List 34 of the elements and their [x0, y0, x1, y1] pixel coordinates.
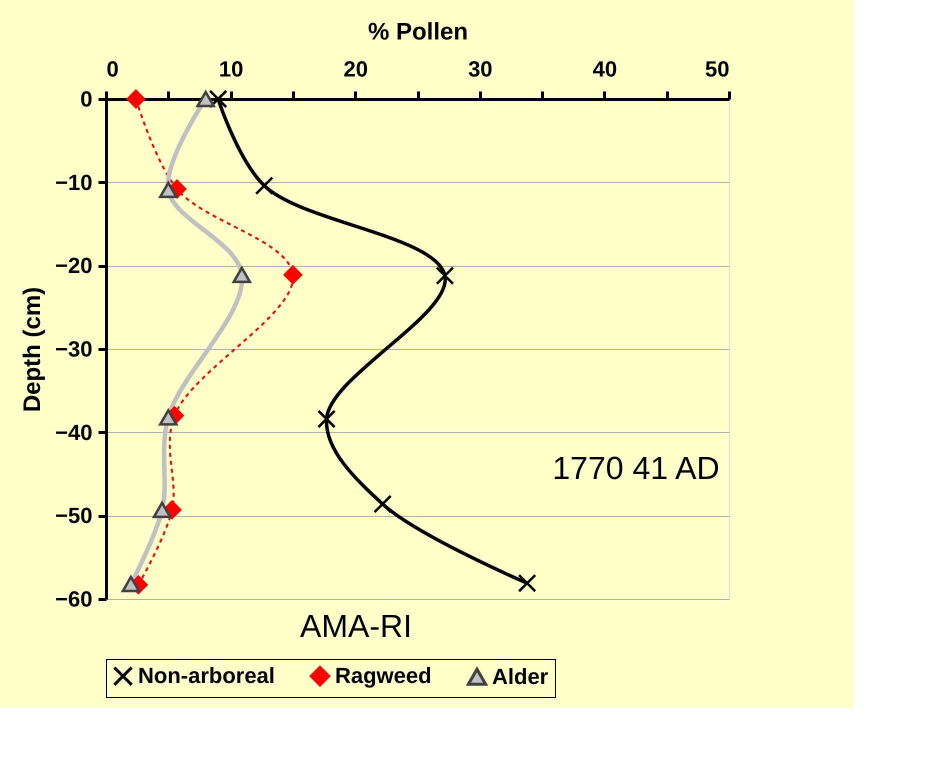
point — [122, 576, 140, 592]
y-tick-label: −60 — [55, 586, 92, 612]
point — [518, 574, 536, 592]
point — [317, 410, 336, 428]
point — [254, 176, 274, 195]
legend-label: Non-arboreal — [138, 663, 275, 688]
legend-label: Alder — [492, 664, 549, 689]
point — [232, 266, 252, 284]
y-tick-label: −40 — [55, 420, 92, 445]
point — [284, 266, 302, 284]
x-tick-label: 30 — [468, 56, 493, 82]
y-tick-label: 0 — [80, 86, 92, 112]
y-tick-label: −50 — [55, 503, 92, 528]
point — [152, 502, 172, 518]
point — [208, 90, 228, 108]
point — [373, 494, 392, 514]
y-tick-label: −30 — [55, 336, 92, 362]
y-axis-title: Depth (cm) — [19, 286, 46, 412]
point — [158, 182, 178, 198]
x-tick-label: 40 — [592, 56, 618, 82]
point — [196, 90, 215, 108]
point — [158, 409, 178, 426]
y-tick-label: −10 — [55, 170, 92, 195]
x-tick-label: 0 — [106, 56, 119, 82]
x-tick-label: 20 — [343, 56, 368, 82]
y-tick-label: −20 — [55, 253, 92, 278]
x-tick-label: 10 — [218, 56, 244, 82]
x-tick-label: 50 — [705, 56, 730, 82]
text: AMA-RI — [300, 608, 412, 644]
annotation: 1770 41 AD — [552, 450, 720, 486]
point — [436, 266, 454, 285]
point — [126, 90, 146, 108]
legend-label: Ragweed — [335, 663, 432, 688]
x-axis-title: % Pollen — [368, 18, 468, 46]
